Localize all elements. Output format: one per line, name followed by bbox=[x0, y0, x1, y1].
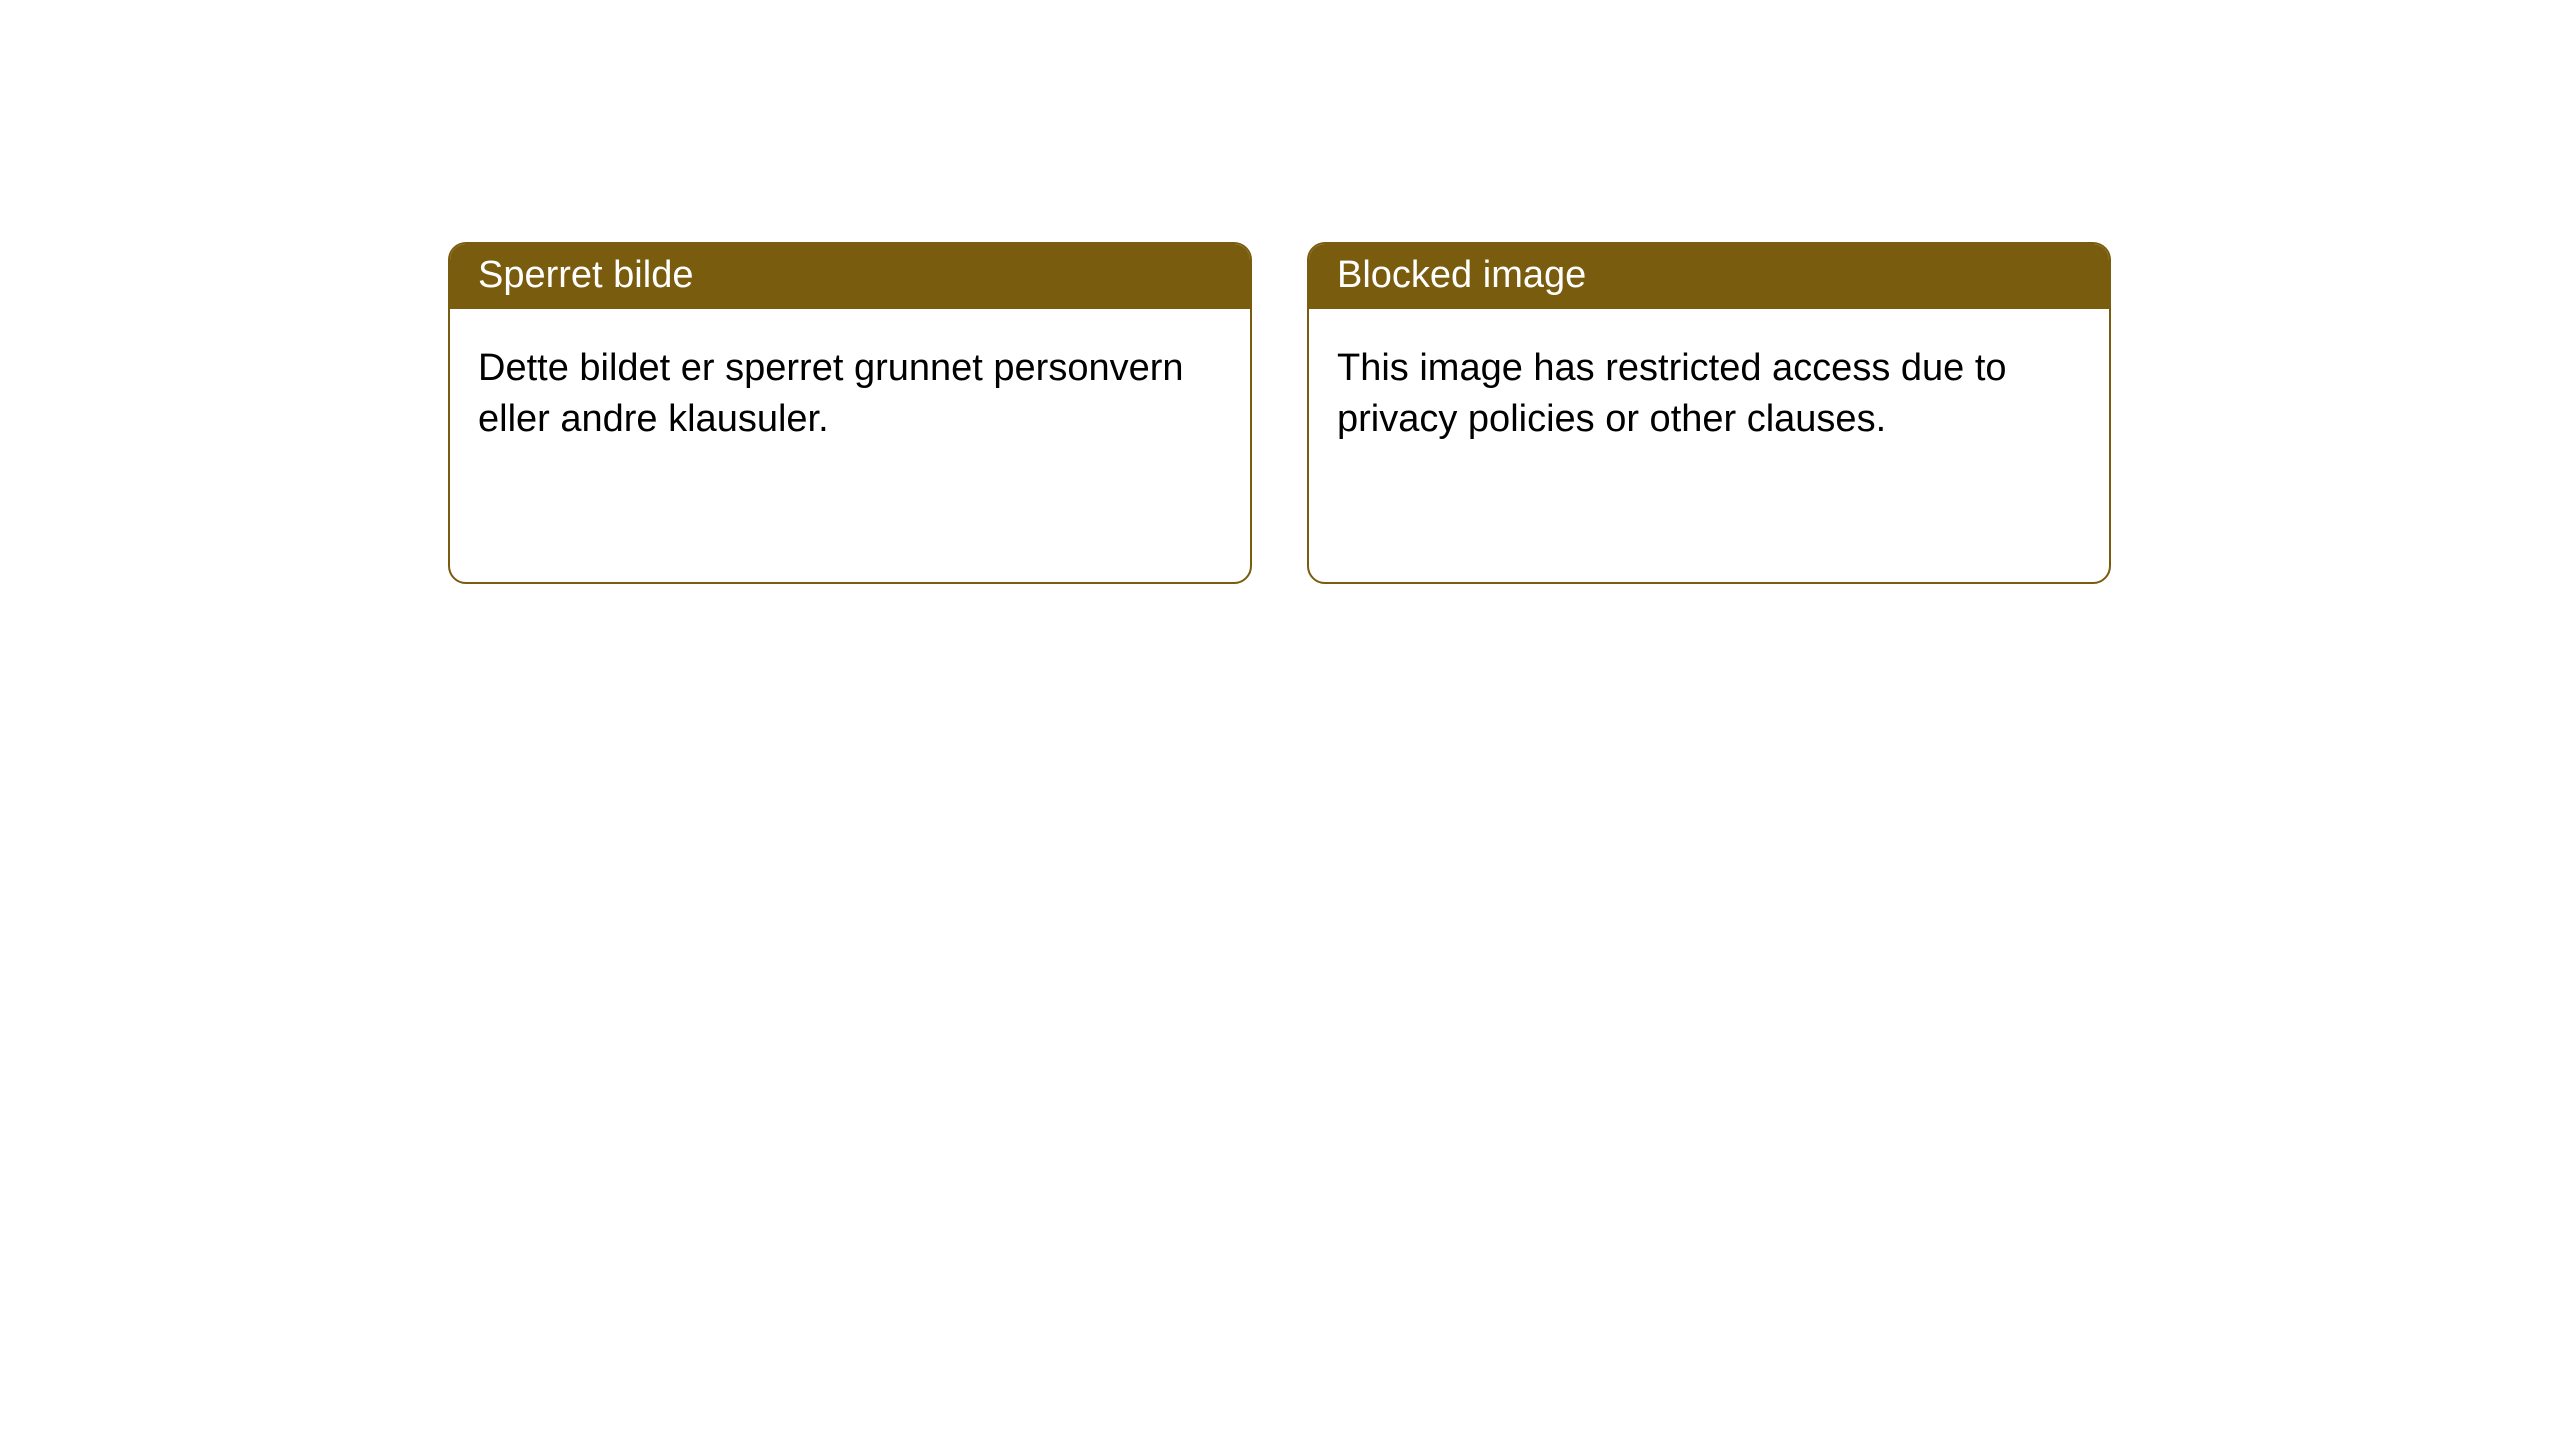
notice-cards-container: Sperret bilde Dette bildet er sperret gr… bbox=[448, 242, 2111, 584]
notice-card-en: Blocked image This image has restricted … bbox=[1307, 242, 2111, 584]
notice-card-no: Sperret bilde Dette bildet er sperret gr… bbox=[448, 242, 1252, 584]
notice-card-body: This image has restricted access due to … bbox=[1309, 309, 2109, 480]
notice-card-body: Dette bildet er sperret grunnet personve… bbox=[450, 309, 1250, 480]
notice-card-title: Blocked image bbox=[1309, 244, 2109, 309]
notice-card-title: Sperret bilde bbox=[450, 244, 1250, 309]
